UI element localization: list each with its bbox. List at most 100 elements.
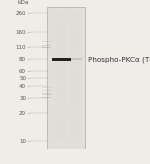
Bar (42, 87, 51, 88)
Bar (56, 104, 67, 106)
Bar (71, 120, 82, 122)
Bar (56, 62, 67, 64)
Bar (71, 45, 82, 47)
Bar (71, 111, 82, 113)
Bar (71, 73, 82, 75)
Bar (71, 18, 82, 20)
Bar (56, 80, 67, 82)
Bar (56, 102, 67, 104)
Bar (71, 12, 82, 14)
Bar (56, 69, 67, 71)
Bar (56, 78, 67, 80)
Bar (56, 87, 67, 89)
Bar (71, 10, 82, 11)
Bar (42, 97, 51, 98)
Bar (71, 82, 82, 84)
Bar (56, 89, 67, 91)
Bar (71, 129, 82, 131)
Text: Phospho-PKCα (T497): Phospho-PKCα (T497) (88, 56, 150, 63)
Bar (56, 56, 67, 58)
Bar (56, 38, 67, 40)
Bar (56, 67, 67, 69)
Bar (56, 18, 67, 20)
Bar (71, 54, 82, 56)
Bar (71, 89, 82, 91)
Bar (71, 49, 82, 51)
Bar (56, 29, 67, 31)
Bar (71, 98, 82, 100)
Bar (42, 93, 51, 94)
Bar (56, 25, 67, 27)
Bar (56, 131, 67, 133)
Bar (71, 36, 82, 38)
Text: kDa: kDa (18, 0, 29, 5)
Bar (56, 140, 67, 142)
Bar (56, 12, 67, 14)
Bar (71, 47, 82, 49)
Bar (42, 45, 51, 46)
Bar (71, 113, 82, 115)
Bar (56, 14, 67, 16)
Bar (71, 84, 82, 86)
Bar (71, 25, 82, 27)
Bar (71, 32, 82, 34)
Bar (52, 58, 71, 61)
Bar (42, 42, 51, 43)
Bar (56, 84, 67, 86)
Bar (56, 10, 67, 11)
Bar (71, 137, 82, 139)
Bar (56, 21, 67, 22)
Bar (71, 91, 82, 93)
Bar (71, 107, 82, 108)
Bar (56, 109, 67, 111)
Bar (56, 95, 67, 97)
Bar (71, 131, 82, 133)
Bar (42, 47, 51, 48)
Bar (56, 100, 67, 102)
Bar (56, 47, 67, 49)
Bar (71, 14, 82, 16)
Bar (56, 27, 67, 29)
Bar (71, 100, 82, 102)
Bar (71, 87, 82, 89)
Bar (71, 23, 82, 25)
Bar (56, 115, 67, 117)
Bar (56, 107, 67, 108)
Bar (71, 140, 82, 142)
Bar (71, 76, 82, 78)
Bar (71, 34, 82, 36)
Bar (56, 23, 67, 25)
Bar (71, 51, 82, 53)
Bar (56, 43, 67, 45)
Bar (56, 71, 67, 73)
Bar (71, 43, 82, 45)
Bar (71, 38, 82, 40)
Bar (71, 27, 82, 29)
Bar (56, 54, 67, 56)
Bar (56, 111, 67, 113)
Bar (71, 56, 82, 58)
Bar (71, 65, 82, 67)
Bar (71, 69, 82, 71)
Bar (56, 36, 67, 38)
Bar (71, 115, 82, 117)
Bar (56, 16, 67, 18)
Bar (56, 129, 67, 131)
Bar (71, 80, 82, 82)
Bar (56, 120, 67, 122)
Bar (56, 32, 67, 34)
Bar (71, 62, 82, 64)
Bar (56, 126, 67, 128)
Bar (71, 29, 82, 31)
Bar (56, 51, 67, 53)
Bar (71, 133, 82, 135)
Bar (71, 71, 82, 73)
Bar (56, 98, 67, 100)
Bar (71, 118, 82, 120)
Bar (56, 137, 67, 139)
Bar (71, 104, 82, 106)
Bar (56, 40, 67, 42)
Bar (71, 95, 82, 97)
Bar (56, 73, 67, 75)
Bar (71, 122, 82, 124)
